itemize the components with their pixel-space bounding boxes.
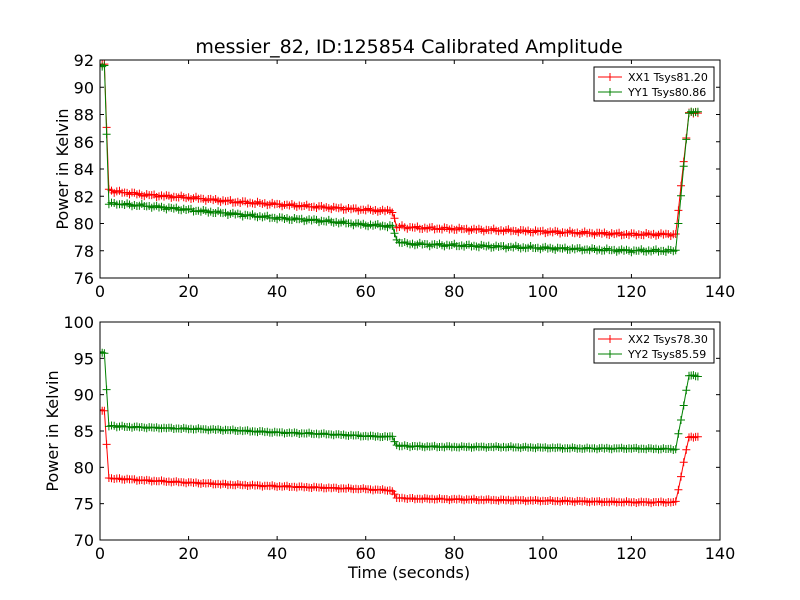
legend-label: YY1 Tsys80.86 bbox=[627, 86, 706, 99]
series-markers bbox=[100, 347, 702, 454]
series-1 bbox=[100, 60, 702, 240]
top-panel: 0 20 40 60 80 100 120 140 76 78 80 82 84 86 88 90 92 Powe… bbox=[53, 51, 735, 301]
x-tick-label: 120 bbox=[616, 282, 647, 301]
y-tick-label: 88 bbox=[74, 106, 94, 125]
figure-title: messier_82, ID:125854 Calibrated Amplitu… bbox=[195, 36, 622, 58]
legend: XX2 Tsys78.30 YY2 Tsys85.59 bbox=[593, 328, 715, 364]
legend-entry: XX1 Tsys81.20 bbox=[598, 71, 708, 84]
y-tick-label: 78 bbox=[74, 242, 94, 261]
x-axis-label: Time (seconds) bbox=[347, 563, 470, 582]
x-tick-label: 60 bbox=[356, 544, 376, 563]
legend-swatch-marker bbox=[606, 73, 614, 81]
x-tick-label: 80 bbox=[444, 544, 464, 563]
y-tick-label: 80 bbox=[74, 215, 94, 234]
series-2 bbox=[100, 60, 702, 257]
x-tick-label: 0 bbox=[95, 282, 105, 301]
series-markers bbox=[100, 60, 702, 257]
x-tick-label: 40 bbox=[267, 282, 287, 301]
x-tick-label: 120 bbox=[616, 544, 647, 563]
y-tick-label: 75 bbox=[74, 495, 94, 514]
y-axis-label: Power in Kelvin bbox=[43, 370, 62, 491]
y-tick-label: 70 bbox=[74, 531, 94, 550]
legend-box bbox=[593, 328, 715, 364]
legend-label: XX2 Tsys78.30 bbox=[628, 333, 708, 346]
x-tick-label: 0 bbox=[95, 544, 105, 563]
x-tick-label: 100 bbox=[528, 544, 559, 563]
legend-entry: YY1 Tsys80.86 bbox=[598, 86, 706, 99]
y-tick-label: 95 bbox=[74, 349, 94, 368]
legend: XX1 Tsys81.20 YY1 Tsys80.86 bbox=[593, 66, 715, 102]
y-tick-label: 80 bbox=[74, 458, 94, 477]
legend-box bbox=[593, 66, 715, 102]
x-tick-label: 140 bbox=[705, 544, 736, 563]
legend-swatch-marker bbox=[606, 335, 614, 343]
legend-label: YY2 Tsys85.59 bbox=[627, 348, 706, 361]
x-tick-label: 140 bbox=[705, 282, 736, 301]
y-tick-label: 86 bbox=[74, 133, 94, 152]
y-tick-label: 82 bbox=[74, 187, 94, 206]
series-2 bbox=[100, 347, 702, 454]
y-axis-label: Power in Kelvin bbox=[53, 108, 72, 229]
legend-label: XX1 Tsys81.20 bbox=[628, 71, 708, 84]
y-tick-label: 85 bbox=[74, 422, 94, 441]
x-tick-label: 20 bbox=[178, 282, 198, 301]
series-markers bbox=[100, 60, 702, 240]
x-tick-label: 20 bbox=[178, 544, 198, 563]
series-1 bbox=[100, 405, 702, 508]
x-tick-label: 100 bbox=[528, 282, 559, 301]
bottom-panel: 0 20 40 60 80 100 120 140 70 75 80 85 90 95 100 Power i… bbox=[43, 313, 735, 563]
x-tick-label: 80 bbox=[444, 282, 464, 301]
y-tick-label: 76 bbox=[74, 269, 94, 288]
y-tick-label: 90 bbox=[74, 78, 94, 97]
legend-swatch-marker bbox=[606, 88, 614, 96]
legend-entry: XX2 Tsys78.30 bbox=[598, 333, 708, 346]
y-tick-label: 84 bbox=[74, 160, 94, 179]
y-tick-label: 100 bbox=[63, 313, 94, 332]
legend-entry: YY2 Tsys85.59 bbox=[598, 348, 706, 361]
y-tick-label: 92 bbox=[74, 51, 94, 70]
series-markers bbox=[100, 405, 702, 508]
y-tick-label: 90 bbox=[74, 386, 94, 405]
legend-swatch-marker bbox=[606, 350, 614, 358]
x-tick-label: 40 bbox=[267, 544, 287, 563]
x-tick-label: 60 bbox=[356, 282, 376, 301]
